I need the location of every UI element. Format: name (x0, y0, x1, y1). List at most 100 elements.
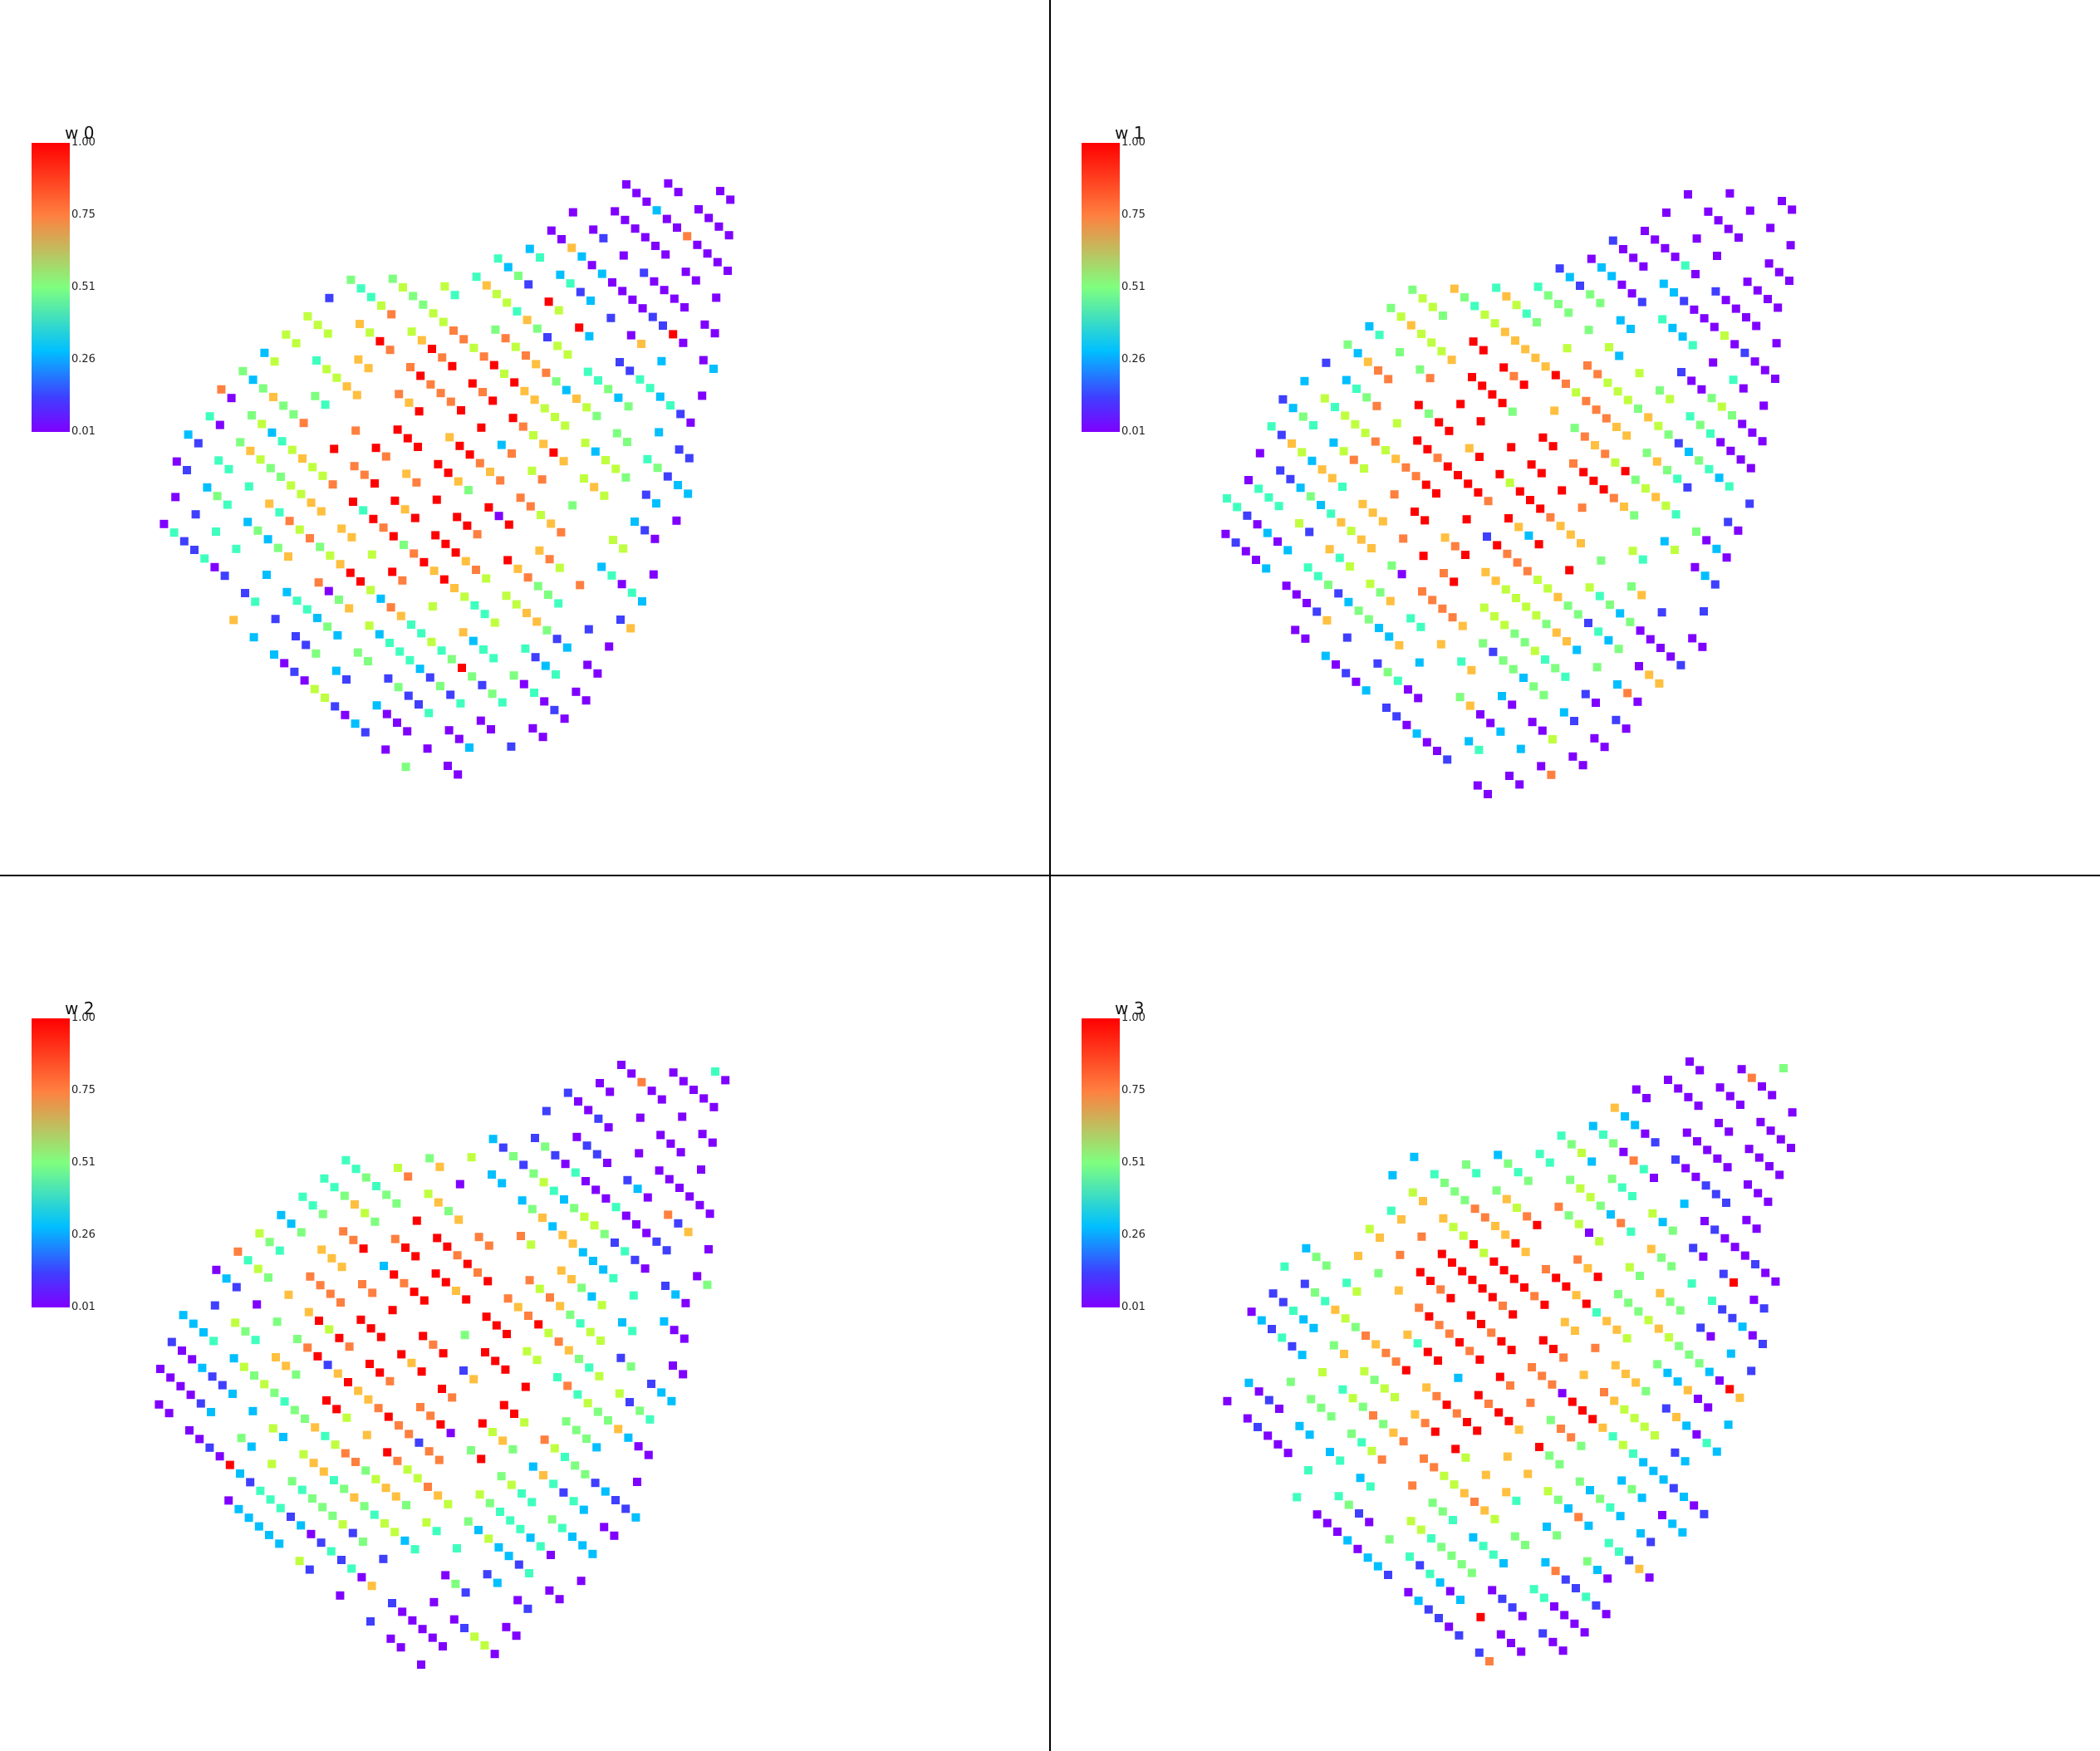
cloud-point (310, 684, 319, 694)
cloud-point (375, 336, 385, 346)
cloud-point (1564, 308, 1573, 317)
colorbar-tick: 0.26 (1121, 353, 1146, 365)
cloud-point (1305, 527, 1314, 537)
cloud-point (1341, 1314, 1350, 1323)
cloud-point (644, 1450, 653, 1459)
cloud-point (674, 1219, 683, 1228)
cloud-point (341, 1155, 351, 1165)
cloud-point (366, 292, 375, 302)
cloud-point (297, 1228, 306, 1237)
cloud-point (1758, 437, 1767, 446)
cloud-point (1278, 395, 1288, 404)
cloud-point (693, 240, 702, 249)
cloud-point (509, 1152, 518, 1160)
cloud-point (1649, 1466, 1658, 1475)
cloud-point (1601, 449, 1610, 459)
cloud-point (1548, 442, 1558, 451)
cloud-point (1503, 1452, 1512, 1461)
cloud-point (1526, 496, 1534, 504)
cloud-point (1664, 430, 1673, 439)
cloud-point (549, 1479, 558, 1489)
cloud-point (487, 725, 495, 733)
cloud-point (328, 480, 337, 489)
cloud-point (460, 592, 469, 601)
render-viewport-w2[interactable]: w 2 1.00 0.75 0.51 0.26 0.01 (0, 876, 1050, 1751)
cloud-point (424, 1483, 432, 1491)
cloud-point (1529, 1585, 1538, 1594)
cloud-point (1760, 365, 1769, 375)
cloud-point (1302, 1243, 1311, 1253)
cloud-point (528, 723, 537, 733)
cloud-point (514, 272, 523, 280)
cloud-point (1702, 536, 1711, 545)
cloud-point (1635, 662, 1643, 670)
cloud-point (361, 1466, 370, 1475)
cloud-point (601, 456, 610, 464)
render-viewport-w1[interactable]: w 1 1.00 0.75 0.51 0.26 0.01 (1050, 0, 2100, 876)
cloud-point (473, 530, 482, 539)
cloud-point (539, 1471, 547, 1479)
cloud-point (477, 1454, 486, 1464)
cloud-point (1495, 469, 1504, 478)
cloud-point (1456, 1596, 1465, 1604)
cloud-point (1399, 534, 1408, 543)
cloud-point (344, 1378, 352, 1386)
cloud-point (1428, 1498, 1437, 1508)
cloud-point (1519, 674, 1528, 682)
cloud-point (1593, 1273, 1602, 1282)
cloud-point (630, 224, 640, 233)
cloud-point (1468, 373, 1476, 381)
cloud-point (547, 1515, 557, 1524)
cloud-point (1775, 1170, 1784, 1180)
cloud-point (1385, 1535, 1394, 1544)
cloud-point (669, 1361, 677, 1370)
cloud-point (1745, 206, 1754, 215)
render-viewport-w3[interactable]: w 3 1.00 0.75 0.51 0.26 0.01 (1050, 876, 2100, 1751)
cloud-point (268, 1424, 277, 1433)
cloud-point (655, 1166, 664, 1175)
cloud-point (1742, 313, 1750, 321)
cloud-point (1533, 576, 1542, 584)
cloud-point (342, 675, 351, 684)
cloud-point (650, 277, 659, 286)
cloud-point (376, 594, 385, 603)
cloud-point (236, 1469, 244, 1478)
cloud-point (1470, 1204, 1479, 1214)
cloud-point (630, 1255, 640, 1264)
cloud-point (1356, 1474, 1365, 1483)
cloud-point (407, 1358, 416, 1367)
cloud-point (1520, 1283, 1528, 1292)
cloud-point (1574, 1219, 1583, 1229)
cloud-point (413, 1474, 422, 1483)
cloud-point (1502, 1194, 1511, 1204)
cloud-point (1764, 1197, 1773, 1206)
cloud-point (1528, 718, 1537, 727)
cloud-point (1725, 189, 1734, 198)
cloud-point (224, 464, 233, 473)
cloud-point (1460, 1489, 1469, 1498)
cloud-point (307, 1529, 316, 1538)
render-viewport-w0[interactable]: w 0 1.00 0.75 0.51 0.26 0.01 (0, 0, 1050, 876)
cloud-point (361, 728, 370, 737)
cloud-point (233, 1247, 243, 1256)
cloud-point (1396, 312, 1406, 321)
cloud-point (611, 207, 620, 216)
cloud-point (1317, 501, 1325, 509)
viewport-divider-horizontal[interactable] (0, 875, 2100, 876)
cloud-point (611, 1238, 619, 1247)
cloud-point (1507, 1639, 1515, 1647)
cloud-point (426, 380, 435, 389)
cloud-point (585, 331, 594, 341)
cloud-point (1674, 439, 1683, 448)
cloud-point (229, 616, 238, 625)
cloud-point (1450, 577, 1459, 586)
cloud-point (1555, 264, 1564, 273)
cloud-point (599, 1265, 608, 1274)
cloud-point (401, 763, 410, 772)
cloud-point (1467, 1568, 1476, 1577)
cloud-point (1715, 1083, 1725, 1092)
cloud-point (428, 1633, 437, 1642)
cloud-point (265, 1531, 273, 1539)
cloud-point (402, 1501, 410, 1509)
cloud-point (388, 567, 397, 576)
